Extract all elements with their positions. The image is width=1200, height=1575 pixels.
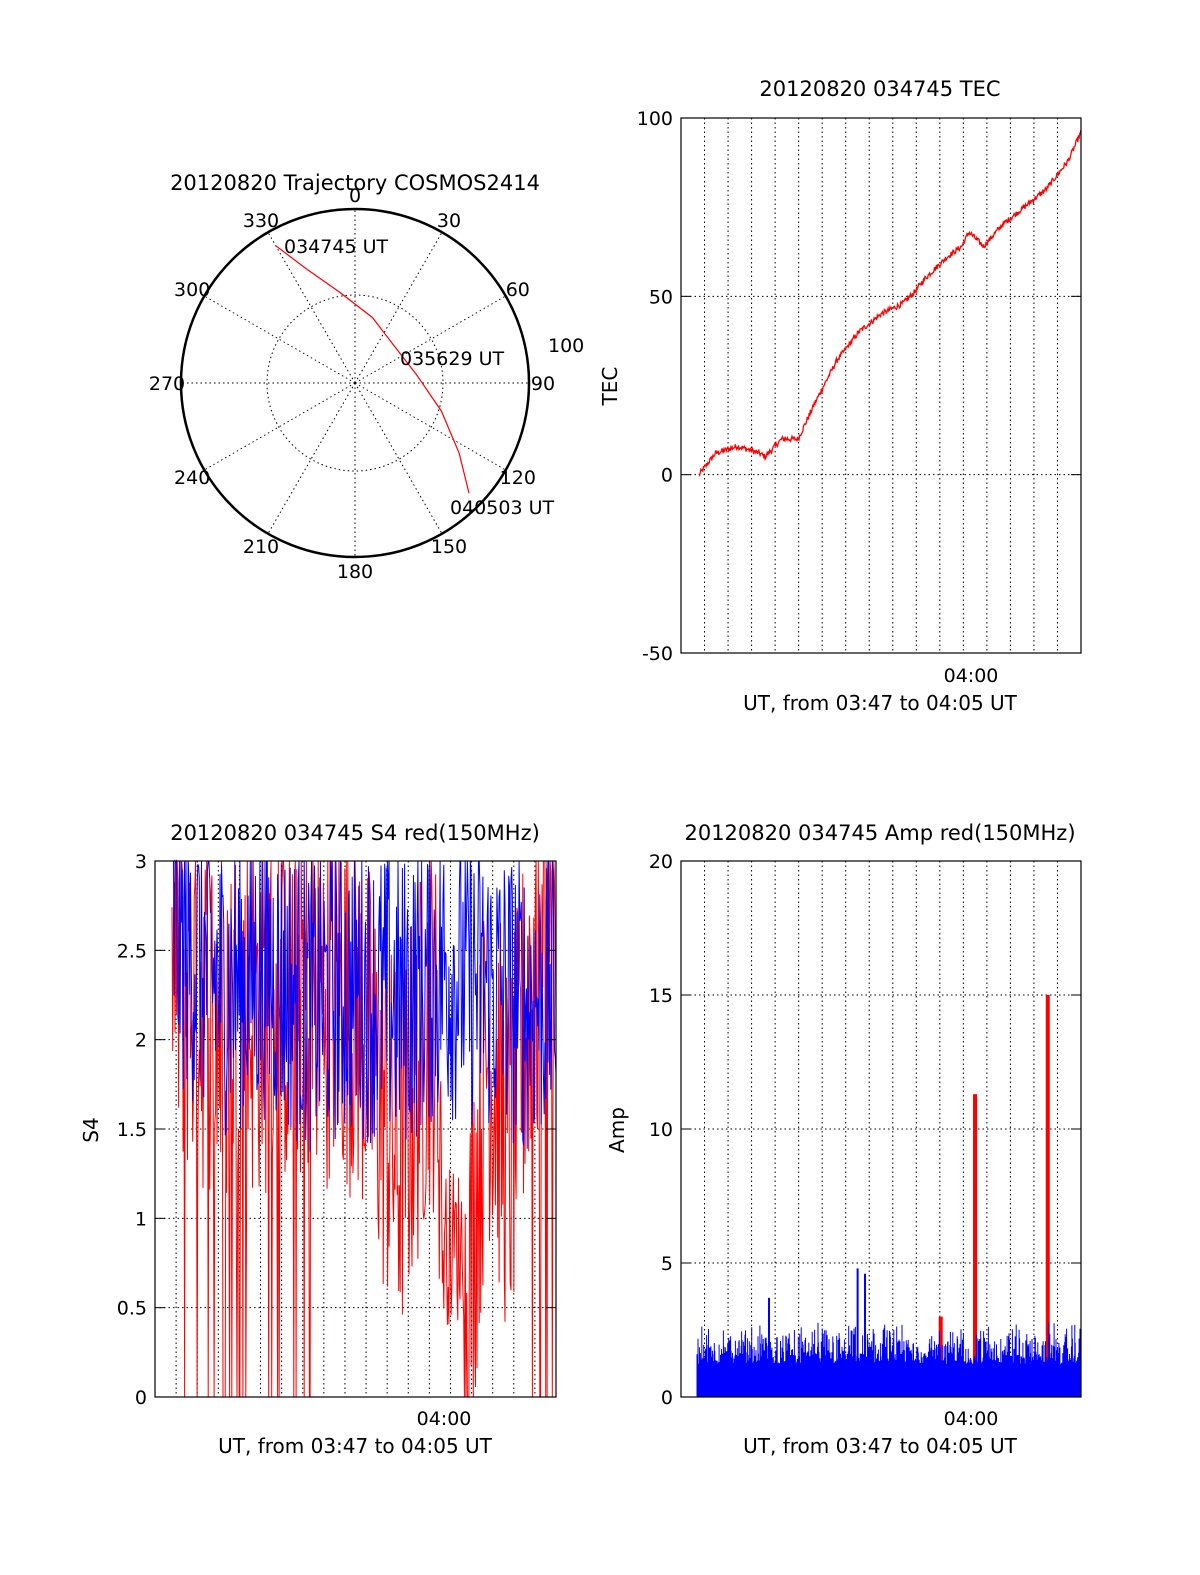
polar-start-label: 034745 UT — [284, 236, 388, 258]
polar-azimuth-label: 90 — [531, 373, 555, 395]
polar-azimuth-labels: 0 30 60 90 120 150 180 210 240 270 300 330 — [149, 185, 555, 583]
amp-blue-noise — [696, 1322, 1082, 1397]
polar-azimuth-label: 270 — [149, 373, 185, 395]
y-tick-label: 0 — [661, 1387, 673, 1409]
s4-y-axis-label: S4 — [79, 1117, 103, 1142]
y-tick-label: -50 — [642, 643, 673, 665]
polar-outer-ring — [179, 207, 531, 559]
y-tick-label: 0.5 — [117, 1298, 147, 1320]
y-tick-label: 2.5 — [117, 940, 147, 962]
polar-azimuth-label: 240 — [174, 467, 210, 489]
polar-spoke — [204, 295, 356, 384]
polar-azimuth-label: 120 — [500, 467, 536, 489]
polar-spoke — [267, 232, 356, 384]
tec-title: 20120820 034745 TEC — [759, 77, 1000, 101]
y-tick-label: 0 — [661, 465, 673, 487]
polar-azimuth-label: 150 — [431, 536, 467, 558]
polar-azimuth-label: 210 — [243, 536, 279, 558]
amp-y-ticks: 0 5 10 15 20 — [649, 851, 1081, 1409]
amp-plot: 20120820 034745 Amp red(150MHz) 0 5 10 15 20… — [605, 821, 1082, 1458]
y-tick-label: 3 — [135, 851, 147, 873]
s4-y-ticks: 0 0.5 1 1.5 2 2.5 3 — [117, 851, 556, 1409]
s4-title: 20120820 034745 S4 red(150MHz) — [170, 821, 540, 845]
tec-x-axis-label: UT, from 03:47 to 04:05 UT — [743, 691, 1018, 715]
y-tick-label: 15 — [649, 985, 673, 1007]
polar-mid-label: 035629 UT — [400, 348, 504, 370]
tec-x-tick-label: 04:00 — [944, 665, 999, 687]
y-tick-label: 5 — [661, 1253, 673, 1275]
polar-spoke — [354, 382, 443, 534]
y-tick-label: 20 — [649, 851, 673, 873]
amp-title: 20120820 034745 Amp red(150MHz) — [684, 821, 1075, 845]
polar-trajectory-line — [275, 245, 470, 494]
y-tick-label: 1 — [135, 1208, 147, 1230]
polar-spoke — [204, 382, 356, 471]
polar-end-label: 040503 UT — [450, 497, 554, 519]
polar-spokes — [181, 209, 529, 557]
tec-plot: 20120820 034745 TEC -50 0 50 100 04:00 UT, … — [598, 77, 1082, 715]
polar-radius-label: 100 — [548, 335, 584, 357]
s4-red-series — [171, 860, 557, 1398]
amp-grid — [681, 861, 1081, 1397]
y-tick-label: 50 — [649, 286, 673, 308]
y-tick-label: 10 — [649, 1119, 673, 1141]
polar-inner-ring — [266, 294, 444, 472]
s4-x-axis-label: UT, from 03:47 to 04:05 UT — [218, 1434, 493, 1458]
amp-red-spike — [1045, 995, 1050, 1397]
tec-frame — [680, 117, 1082, 654]
amp-red-spike — [973, 1094, 978, 1397]
polar-azimuth-label: 30 — [437, 210, 461, 232]
y-tick-label: 100 — [637, 108, 673, 130]
y-tick-label: 1.5 — [117, 1119, 147, 1141]
polar-azimuth-label: 300 — [174, 279, 210, 301]
s4-red-line — [171, 860, 557, 1398]
polar-azimuth-label: 60 — [506, 279, 530, 301]
tec-y-ticks: -50 0 50 100 — [637, 108, 1081, 665]
polar-azimuth-label: 0 — [349, 185, 361, 207]
tec-grid — [681, 118, 1081, 653]
polar-trajectory-plot: 20120820 Trajectory COSMOS2414 0 30 60 90 12… — [149, 171, 584, 583]
y-tick-label: 2 — [135, 1030, 147, 1052]
amp-blue-series — [696, 1268, 1082, 1397]
s4-x-tick-label: 04:00 — [417, 1408, 472, 1430]
polar-azimuth-label: 180 — [337, 561, 373, 583]
tec-y-axis-label: TEC — [598, 367, 622, 407]
s4-blue-series — [172, 859, 557, 1152]
amp-y-axis-label: Amp — [605, 1107, 629, 1153]
s4-blue-line — [172, 859, 557, 1152]
tec-series-line — [698, 129, 1082, 477]
s4-plot: 20120820 034745 S4 red(150MHz) 0 0.5 1 1.5 2… — [79, 821, 557, 1458]
amp-x-tick-label: 04:00 — [944, 1408, 999, 1430]
polar-spoke — [267, 382, 356, 534]
polar-spoke — [354, 382, 506, 471]
amp-red-series — [938, 995, 1050, 1397]
polar-azimuth-label: 330 — [243, 210, 279, 232]
polar-spoke — [354, 295, 506, 384]
y-tick-label: 0 — [135, 1387, 147, 1409]
polar-spoke — [354, 232, 443, 384]
polar-title: 20120820 Trajectory COSMOS2414 — [170, 171, 540, 195]
amp-x-axis-label: UT, from 03:47 to 04:05 UT — [743, 1434, 1018, 1458]
